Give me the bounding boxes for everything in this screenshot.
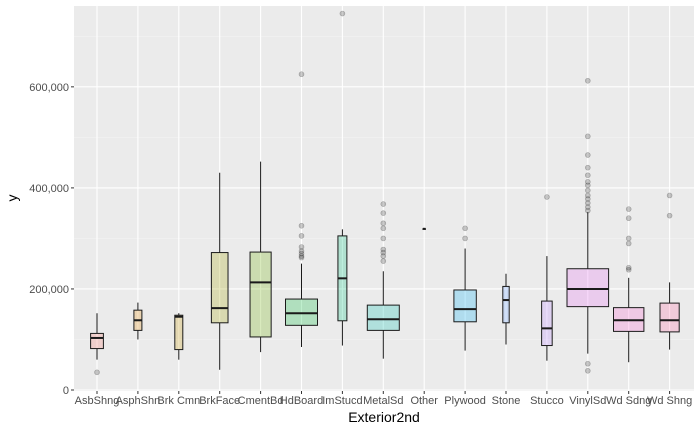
y-tick-label: 0 bbox=[63, 385, 69, 397]
x-tick-label: CmentBd bbox=[238, 395, 284, 407]
box-brkface bbox=[210, 172, 229, 370]
outlier-point bbox=[94, 369, 100, 376]
x-tick-label: ImStucd bbox=[322, 395, 362, 407]
box-vinylsd bbox=[566, 77, 610, 374]
y-tick-label: 400,000 bbox=[29, 183, 69, 195]
box-iqr bbox=[366, 304, 400, 331]
outlier-point bbox=[298, 71, 305, 78]
x-tick-label: Stucco bbox=[530, 395, 564, 407]
x-tick-label: HdBoard bbox=[280, 395, 323, 407]
outlier-point bbox=[380, 253, 387, 259]
y-tick-label: 200,000 bbox=[29, 284, 69, 296]
box-plywood bbox=[453, 225, 477, 351]
outlier-point bbox=[584, 367, 591, 374]
x-tick-label: Wd Sdng bbox=[606, 395, 651, 407]
box-stucco bbox=[541, 194, 553, 361]
outlier-point bbox=[380, 225, 387, 232]
outlier-point bbox=[380, 258, 387, 264]
box-wd-shng bbox=[659, 192, 680, 350]
outlier-point bbox=[339, 10, 346, 17]
outlier-point bbox=[584, 182, 591, 189]
box-hdboard bbox=[285, 71, 318, 348]
box-iqr bbox=[566, 268, 610, 308]
y-axis-ticks: 0 200,000 400,000 600,000 bbox=[29, 82, 74, 397]
x-tick-label: Other bbox=[410, 395, 438, 407]
box-wd-sdng bbox=[613, 206, 645, 363]
outlier-point bbox=[584, 200, 591, 206]
x-tick-label: VinylSd bbox=[569, 395, 606, 407]
x-tick-label: MetalSd bbox=[363, 395, 403, 407]
outlier-point bbox=[462, 225, 468, 232]
outlier-point bbox=[380, 246, 387, 253]
outlier-point bbox=[298, 253, 305, 259]
box-iqr bbox=[285, 298, 318, 326]
outlier-point bbox=[584, 172, 591, 179]
box-iqr bbox=[249, 251, 272, 338]
outlier-point bbox=[625, 206, 632, 212]
outlier-point bbox=[380, 201, 387, 207]
box-brk-cmn bbox=[174, 313, 184, 360]
outlier-point bbox=[584, 192, 591, 199]
outlier-point bbox=[380, 235, 387, 242]
outlier-point bbox=[584, 152, 591, 158]
outlier-point bbox=[584, 179, 591, 185]
x-axis-title: Exterior2nd bbox=[348, 409, 420, 425]
outlier-point bbox=[584, 204, 591, 210]
x-tick-label: AsphShn bbox=[116, 395, 161, 407]
outlier-point bbox=[380, 249, 387, 256]
box-asbshng bbox=[90, 313, 104, 376]
outlier-point bbox=[625, 240, 632, 247]
outlier-point bbox=[625, 215, 632, 222]
outlier-point bbox=[584, 187, 591, 194]
outlier-point bbox=[625, 235, 632, 242]
box-other bbox=[422, 227, 426, 230]
outlier-point bbox=[380, 220, 387, 227]
x-tick-label: Stone bbox=[492, 395, 521, 407]
y-tick-label: 600,000 bbox=[29, 82, 69, 94]
box-iqr bbox=[174, 314, 184, 351]
box-cmentbd bbox=[249, 161, 272, 353]
box-iqr bbox=[90, 332, 104, 350]
box-asphshn bbox=[133, 302, 143, 340]
minor-gridlines bbox=[74, 36, 694, 340]
box-stone bbox=[502, 273, 510, 345]
y-axis-title: y bbox=[4, 195, 20, 202]
box-iqr bbox=[210, 252, 229, 324]
outlier-point bbox=[584, 164, 591, 171]
x-tick-label: Wd Shng bbox=[647, 395, 692, 407]
outlier-point bbox=[584, 196, 591, 202]
outlier-point bbox=[298, 222, 305, 229]
outlier-point bbox=[298, 248, 305, 254]
box-iqr bbox=[541, 300, 553, 347]
x-tick-label: BrkFace bbox=[199, 395, 240, 407]
outlier-point bbox=[625, 264, 632, 271]
outlier-point bbox=[298, 250, 305, 257]
outlier-point bbox=[298, 254, 305, 261]
outlier-point bbox=[462, 235, 468, 242]
box-imstucd bbox=[337, 10, 348, 346]
x-tick-label: Plywood bbox=[444, 395, 486, 407]
x-tick-label: AsbShng bbox=[75, 395, 120, 407]
outlier-point bbox=[584, 207, 591, 214]
outlier-point bbox=[298, 233, 305, 239]
panel-background bbox=[74, 6, 694, 391]
outlier-point bbox=[666, 212, 673, 219]
outlier-point bbox=[666, 192, 673, 199]
outlier-point bbox=[584, 77, 591, 84]
box-metalsd bbox=[366, 201, 400, 359]
outlier-point bbox=[380, 210, 387, 216]
box-iqr bbox=[659, 302, 680, 333]
x-tick-label: Brk Cmn bbox=[157, 395, 200, 407]
box-iqr bbox=[502, 285, 510, 324]
outlier-point bbox=[544, 194, 550, 200]
outlier-point bbox=[584, 360, 591, 367]
outlier-point bbox=[625, 266, 632, 273]
box-layer bbox=[90, 10, 680, 376]
outlier-point bbox=[584, 133, 591, 140]
box-iqr bbox=[453, 289, 477, 323]
outlier-point bbox=[298, 244, 305, 250]
